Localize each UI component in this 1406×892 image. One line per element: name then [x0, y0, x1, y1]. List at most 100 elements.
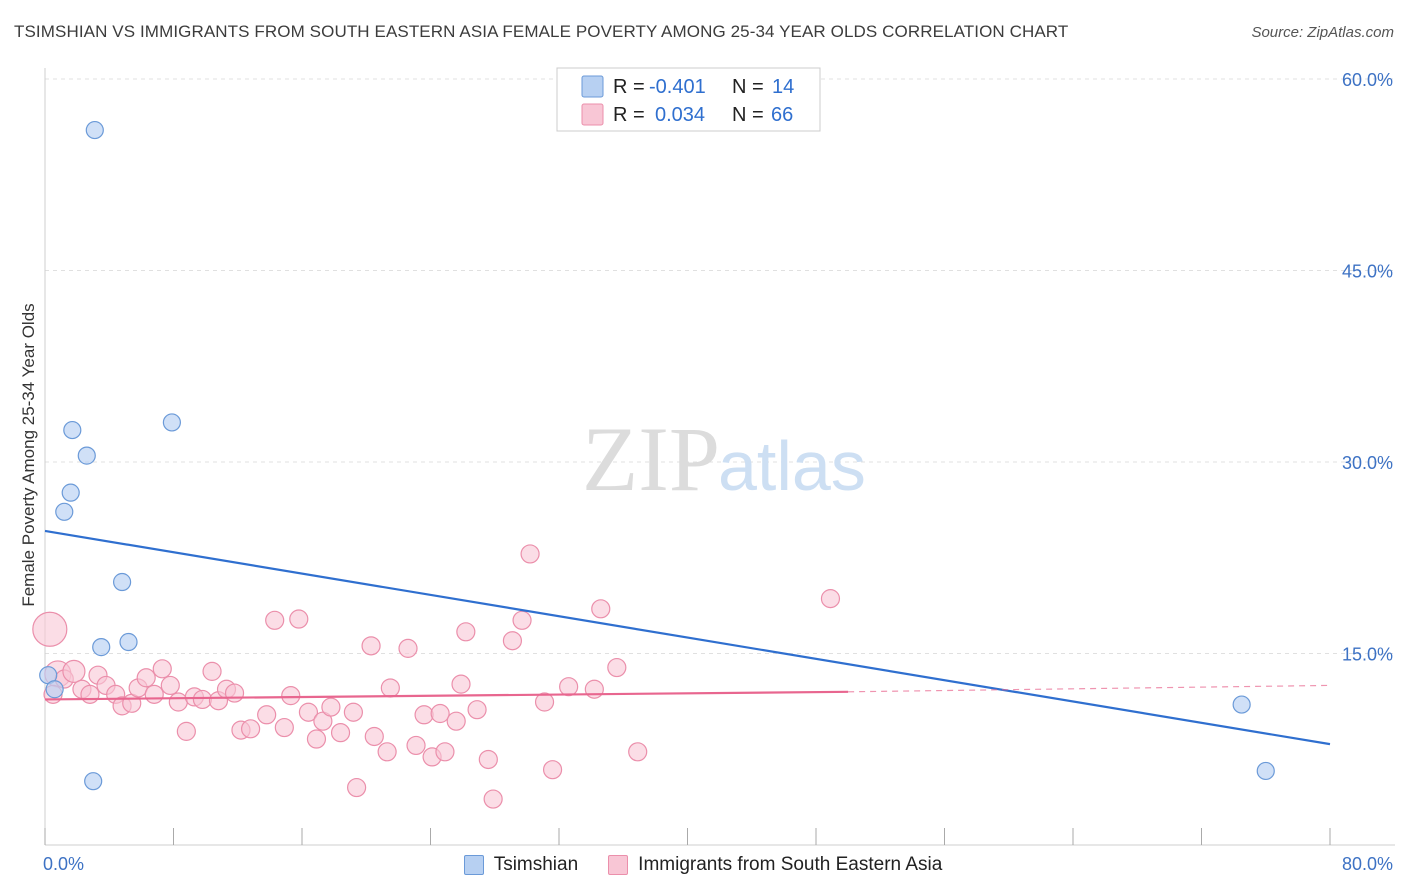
immigrants-point	[591, 599, 611, 619]
immigrants-point	[176, 721, 196, 741]
tsimshian-trend-line	[44, 529, 1331, 746]
immigrants-point	[502, 631, 523, 651]
immigrants-point	[414, 705, 434, 725]
tsimshian-point	[92, 638, 111, 657]
immigrants-point	[32, 611, 68, 647]
immigrants-point	[435, 742, 455, 762]
immigrants-point	[152, 659, 172, 679]
tsimshian-points	[39, 120, 1275, 791]
tsimshian-point	[45, 680, 64, 699]
bottom-legend-item-immigrants: Immigrants from South Eastern Asia	[608, 854, 942, 876]
immigrants-point	[306, 729, 327, 749]
tsimshian-point	[63, 420, 82, 440]
legend-n-value-2: 66	[771, 104, 793, 126]
x-tick-label-max: 80.0%	[1342, 854, 1393, 874]
immigrants-point	[168, 692, 188, 712]
immigrants-point	[80, 684, 100, 704]
legend-swatch-tsimshian	[581, 75, 604, 98]
immigrants-point	[628, 742, 648, 762]
immigrants-point	[467, 700, 487, 720]
immigrants-point	[289, 609, 309, 629]
axes	[44, 68, 1395, 846]
immigrants-point	[160, 675, 180, 696]
immigrants-point	[607, 657, 627, 678]
tsimshian-point	[61, 483, 80, 502]
tsimshian-point	[77, 446, 96, 465]
tsimshian-point	[1232, 695, 1251, 714]
grid-lines	[45, 78, 1395, 654]
immigrants-point	[257, 705, 277, 725]
legend-n-value-1: 14	[772, 76, 794, 98]
y-axis-title: Female Poverty Among 25-34 Year Olds	[19, 303, 38, 606]
y-tick-label: 60.0%	[1342, 70, 1393, 90]
immigrants-point	[62, 659, 86, 683]
immigrants-point	[430, 703, 450, 724]
watermark-atlas: atlas	[718, 427, 866, 505]
tsimshian-point	[84, 772, 103, 791]
legend-box: R = -0.401 N = 14 R = 0.034 N = 66	[556, 67, 821, 132]
legend-r-value-1: -0.401	[649, 76, 706, 98]
immigrants-point	[446, 711, 466, 731]
immigrants-point	[202, 661, 222, 681]
immigrants-point	[274, 717, 294, 738]
trend-lines	[44, 529, 1331, 746]
immigrants-point	[534, 692, 555, 712]
bottom-swatch-tsimshian	[463, 855, 484, 875]
source-label: Source: ZipAtlas.com	[1251, 24, 1394, 41]
y-tick-labels: 15.0% 30.0% 45.0% 60.0%	[1342, 70, 1393, 665]
tsimshian-point	[1256, 761, 1275, 781]
immigrants-point	[241, 719, 261, 739]
legend-r-label-2: R =	[613, 104, 645, 126]
immigrants-trend-line	[44, 690, 849, 701]
immigrants-point	[380, 678, 400, 698]
x-tick-label-min: 0.0%	[43, 854, 84, 874]
immigrants-point	[512, 610, 532, 630]
immigrants-points	[32, 544, 841, 809]
y-tick-label: 15.0%	[1342, 645, 1393, 665]
chart-title: TSIMSHIAN VS IMMIGRANTS FROM SOUTH EASTE…	[14, 22, 1069, 41]
immigrants-point	[483, 789, 503, 809]
legend-n-label-1: N =	[732, 76, 764, 98]
bottom-legend-label-immigrants: Immigrants from South Eastern Asia	[638, 854, 943, 875]
immigrants-point	[265, 610, 285, 630]
immigrants-point	[321, 697, 341, 717]
immigrants-point	[559, 677, 579, 697]
immigrants-point	[820, 589, 841, 609]
legend-r-value-2: 0.034	[655, 104, 705, 126]
immigrants-point	[330, 723, 351, 743]
immigrants-point	[451, 674, 471, 694]
immigrants-point	[192, 689, 213, 710]
watermark-zip: ZIP	[582, 408, 720, 510]
x-tick-labels: 0.0% 80.0%	[43, 854, 1393, 874]
legend-r-label-1: R =	[613, 76, 645, 98]
immigrants-point	[364, 726, 384, 747]
y-tick-label: 45.0%	[1342, 262, 1393, 282]
immigrants-point	[456, 622, 476, 642]
immigrants-point	[361, 636, 381, 656]
immigrants-point	[398, 638, 418, 658]
immigrants-point	[298, 702, 319, 722]
immigrants-point	[281, 686, 301, 706]
tsimshian-point	[162, 413, 181, 432]
immigrants-point	[542, 760, 563, 780]
tsimshian-point	[55, 502, 74, 521]
legend-swatch-immigrants	[581, 103, 604, 126]
immigrants-point	[347, 777, 367, 798]
bottom-legend: Tsimshian Immigrants from South Eastern …	[0, 852, 1406, 878]
tsimshian-point	[119, 632, 138, 652]
immigrants-point	[406, 735, 426, 756]
legend-n-label-2: N =	[732, 104, 764, 126]
immigrants-trend-extension	[848, 684, 1331, 693]
bottom-swatch-immigrants	[608, 855, 629, 875]
bottom-legend-label-tsimshian: Tsimshian	[493, 854, 579, 875]
immigrants-point	[144, 684, 164, 704]
immigrants-point	[377, 742, 397, 762]
tsimshian-point	[85, 120, 104, 140]
immigrants-point	[520, 544, 540, 564]
immigrants-point	[584, 679, 604, 699]
immigrants-point	[224, 683, 245, 703]
tsimshian-point	[112, 572, 132, 592]
immigrants-point	[136, 668, 156, 688]
bottom-legend-item-tsimshian: Tsimshian	[463, 854, 579, 876]
